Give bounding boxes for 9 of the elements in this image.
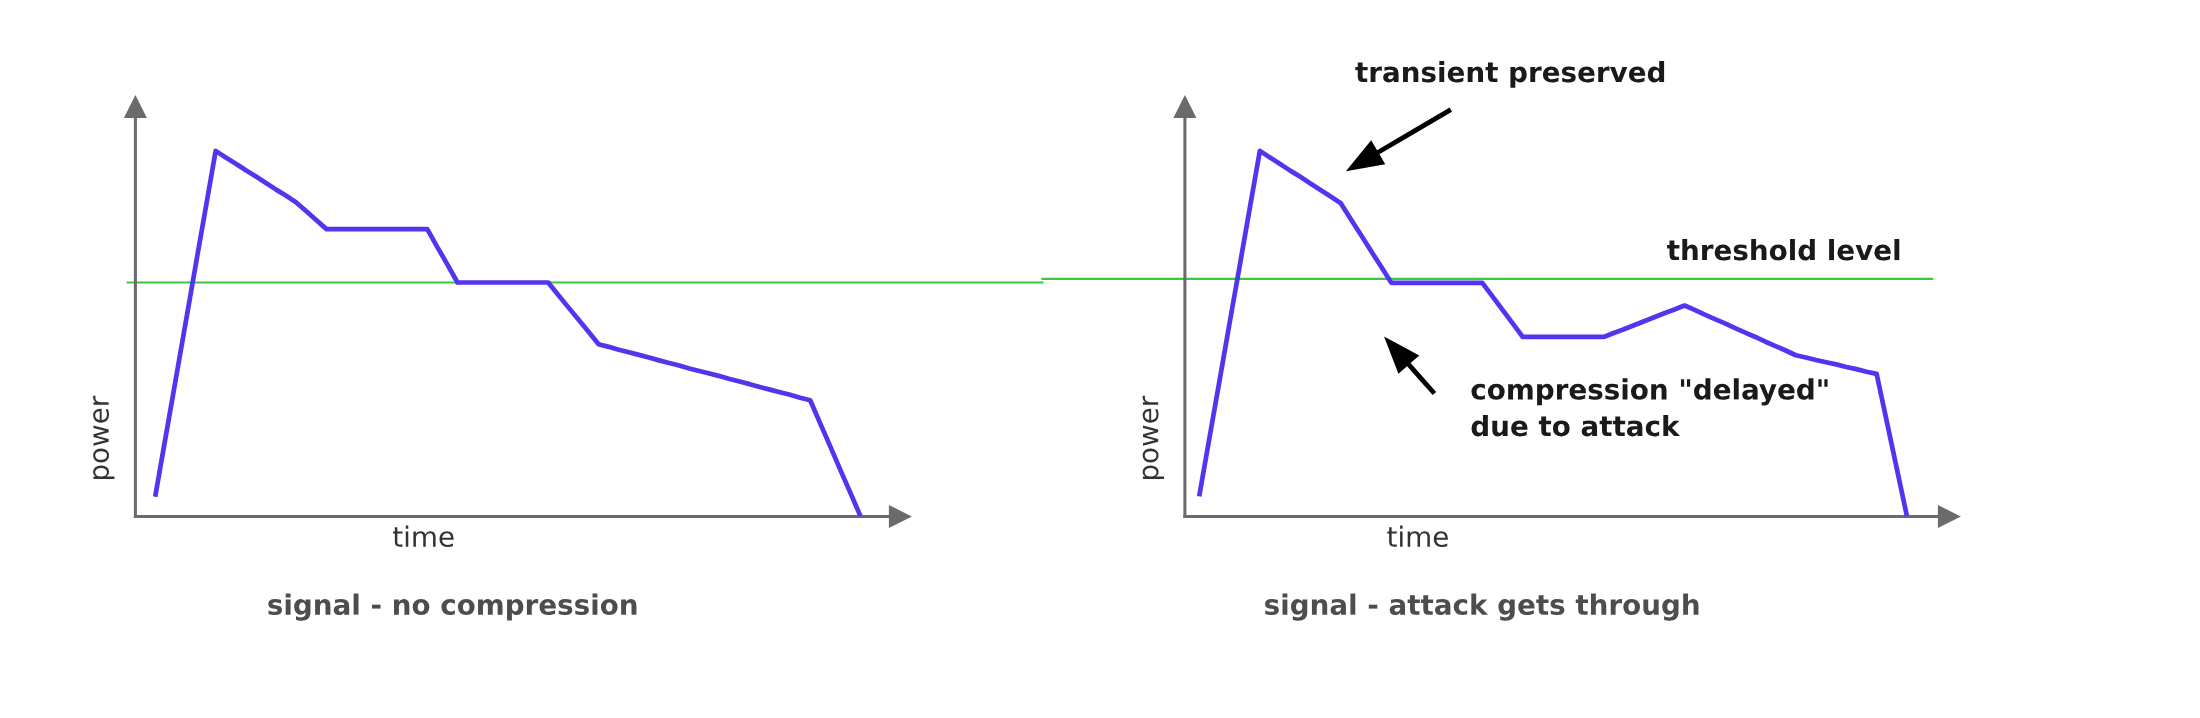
x-axis-title: time [393, 525, 454, 548]
text: signal - attack gets through [1265, 593, 1699, 621]
text: transient preserved [1355, 60, 1665, 88]
text: signal - no compression [268, 593, 637, 621]
y-axis-title: power [1142, 395, 1164, 480]
x-axis-title: time [1387, 525, 1448, 548]
ref-line-label: threshold level [1667, 239, 1900, 261]
annotation: compression "delayed" due to attack [1471, 378, 1828, 437]
y-axis-title: power [93, 395, 115, 480]
